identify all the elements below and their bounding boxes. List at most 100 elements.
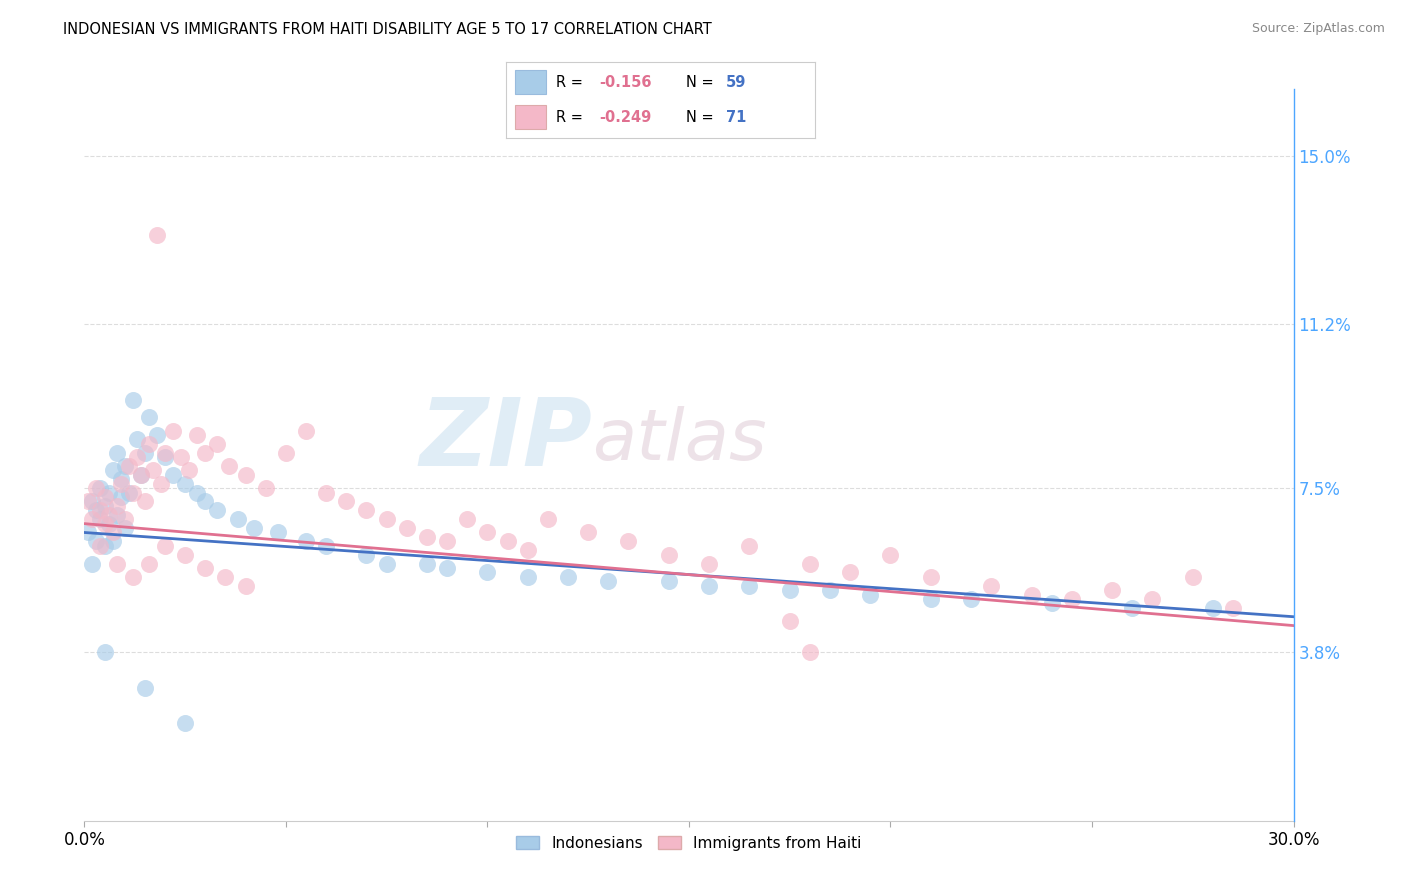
Text: N =: N = xyxy=(686,110,718,125)
Point xyxy=(242,521,264,535)
Point xyxy=(194,561,217,575)
Point xyxy=(1060,592,1083,607)
Point xyxy=(214,570,236,584)
Point xyxy=(516,543,538,558)
Point xyxy=(1222,600,1244,615)
Point xyxy=(97,508,120,522)
Point xyxy=(1040,596,1063,610)
Point xyxy=(118,485,141,500)
Point xyxy=(129,467,152,482)
Point xyxy=(110,476,132,491)
Text: R =: R = xyxy=(555,110,588,125)
Point xyxy=(105,508,128,522)
Point xyxy=(799,645,821,659)
Bar xyxy=(516,105,547,129)
Point xyxy=(356,548,378,562)
Point xyxy=(295,534,318,549)
Point xyxy=(174,716,197,731)
Point xyxy=(77,525,100,540)
Point xyxy=(89,503,111,517)
Point xyxy=(738,539,761,553)
Point xyxy=(101,463,124,477)
Point xyxy=(658,574,681,589)
Point xyxy=(496,534,519,549)
Point xyxy=(134,494,156,508)
Point xyxy=(138,410,160,425)
Point xyxy=(194,446,217,460)
Point xyxy=(315,539,337,553)
Point xyxy=(186,428,208,442)
Point xyxy=(879,548,901,562)
Point xyxy=(375,512,398,526)
Point xyxy=(82,512,104,526)
Point xyxy=(799,557,821,571)
Point xyxy=(207,437,229,451)
Text: atlas: atlas xyxy=(592,406,766,475)
Point xyxy=(153,450,176,464)
Point xyxy=(121,392,143,407)
Point xyxy=(254,481,277,495)
Point xyxy=(194,494,217,508)
Point xyxy=(335,494,357,508)
Point xyxy=(186,485,208,500)
Point xyxy=(235,579,257,593)
Point xyxy=(114,458,136,473)
Point xyxy=(598,574,620,589)
Point xyxy=(537,512,560,526)
Point xyxy=(82,557,104,571)
Point xyxy=(138,437,160,451)
Text: N =: N = xyxy=(686,75,718,90)
Text: -0.156: -0.156 xyxy=(599,75,651,90)
Point xyxy=(114,512,136,526)
Point xyxy=(738,579,761,593)
Point xyxy=(818,583,841,598)
Point xyxy=(576,525,599,540)
Point xyxy=(142,463,165,477)
Point xyxy=(134,681,156,695)
Point xyxy=(153,539,176,553)
Point xyxy=(557,570,579,584)
Point xyxy=(149,476,172,491)
Point xyxy=(86,481,108,495)
Point xyxy=(97,485,120,500)
Point xyxy=(477,525,499,540)
Point xyxy=(375,557,398,571)
Point xyxy=(86,503,108,517)
Point xyxy=(105,557,128,571)
Point xyxy=(226,512,249,526)
Point xyxy=(138,557,160,571)
Point xyxy=(980,579,1002,593)
Point xyxy=(920,592,942,607)
Point xyxy=(174,548,197,562)
Point xyxy=(456,512,478,526)
Point xyxy=(93,516,115,531)
Point xyxy=(170,450,193,464)
Point xyxy=(114,521,136,535)
Text: -0.249: -0.249 xyxy=(599,110,651,125)
Point xyxy=(93,539,115,553)
Point xyxy=(153,446,176,460)
Point xyxy=(89,539,111,553)
Text: 59: 59 xyxy=(725,75,747,90)
Point xyxy=(960,592,983,607)
Point xyxy=(658,548,681,562)
Point xyxy=(93,499,115,513)
Point xyxy=(617,534,640,549)
Point xyxy=(839,566,862,580)
Point xyxy=(121,570,143,584)
Point xyxy=(86,534,108,549)
Point xyxy=(859,588,882,602)
Point xyxy=(118,458,141,473)
Point xyxy=(125,450,148,464)
Point xyxy=(110,490,132,504)
Point xyxy=(1181,570,1204,584)
Point xyxy=(174,476,197,491)
Point xyxy=(77,494,100,508)
Point xyxy=(93,490,115,504)
Point xyxy=(416,530,439,544)
Point xyxy=(179,463,201,477)
Point xyxy=(235,467,257,482)
Point xyxy=(1142,592,1164,607)
Point xyxy=(395,521,418,535)
Point xyxy=(1121,600,1143,615)
